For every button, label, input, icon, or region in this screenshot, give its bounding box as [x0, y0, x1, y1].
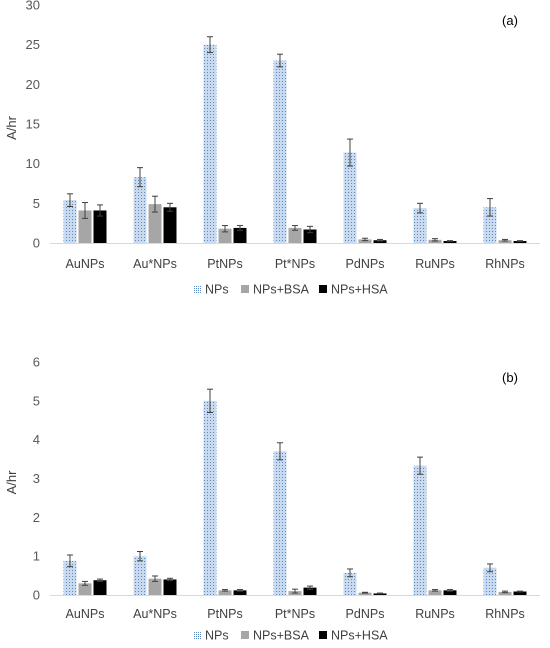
y-tick-label: 30 [26, 0, 40, 13]
legend-swatch [319, 631, 327, 639]
category-label: PdNPs [346, 257, 385, 271]
bar [218, 590, 232, 595]
legend-entry: NPs+BSA [253, 629, 310, 643]
category-label: Pt*NPs [275, 607, 315, 621]
category-label: RuNPs [415, 257, 455, 271]
bar [233, 227, 247, 243]
y-tick-label: 5 [33, 196, 40, 211]
bar [513, 241, 527, 243]
bar [93, 210, 107, 243]
bar [358, 592, 372, 595]
bar [483, 567, 497, 595]
bar [148, 578, 162, 595]
bar [498, 591, 512, 595]
bar [203, 44, 217, 243]
legend-swatch [193, 285, 201, 293]
panel-label: (b) [502, 370, 518, 385]
y-tick-label: 0 [33, 236, 40, 251]
category-label: AuNPs [66, 257, 105, 271]
panel-label: (a) [502, 13, 518, 28]
bar [163, 579, 177, 595]
legend-entry: NPs+BSA [253, 283, 310, 297]
panel-b: 0 1 2 3 4 5 6 A/hr (b) AuNPs Au*NPs PtNPs Pt*NPs PdNP… [4, 355, 540, 643]
bar [303, 587, 317, 595]
legend-entry: NPs [205, 629, 229, 643]
panel-a: 0 5 10 15 20 25 30 A/hr (a) AuNPs Au*NPs PtNPs Pt*NP… [4, 0, 540, 297]
legend-entry: NPs [205, 283, 229, 297]
y-axis-label: A/hr [4, 470, 19, 495]
y-tick-label: 1 [33, 549, 40, 564]
legend: NPs NPs+BSA NPs+HSA [193, 283, 388, 297]
y-tick-label: 25 [26, 37, 40, 52]
y-tick-label: 6 [33, 355, 40, 370]
bar [413, 208, 427, 243]
legend-swatch [319, 285, 327, 293]
bar [443, 590, 457, 595]
bar [343, 152, 357, 243]
bar [498, 240, 512, 243]
legend: NPs NPs+BSA NPs+HSA [193, 629, 388, 643]
legend-swatch [241, 285, 249, 293]
category-label: RhNPs [485, 607, 525, 621]
bar [78, 583, 92, 595]
category-label: Pt*NPs [275, 257, 315, 271]
y-tick-label: 15 [26, 117, 40, 132]
category-label: Au*NPs [133, 257, 177, 271]
y-tick-label: 10 [26, 156, 40, 171]
bar [148, 204, 162, 243]
legend-entry: NPs+HSA [331, 629, 388, 643]
bar [288, 227, 302, 243]
y-tick-label: 3 [33, 471, 40, 486]
bar [273, 60, 287, 244]
legend-entry: NPs+HSA [331, 283, 388, 297]
bar [218, 228, 232, 243]
category-label: RhNPs [485, 257, 525, 271]
bar [203, 400, 217, 595]
bar [133, 177, 147, 243]
bar [63, 560, 77, 595]
bar [343, 572, 357, 595]
bar [63, 200, 77, 243]
category-label: PtNPs [207, 257, 242, 271]
y-tick-label: 0 [33, 588, 40, 603]
y-tick-label: 2 [33, 510, 40, 525]
bar [303, 229, 317, 243]
bar [93, 580, 107, 595]
y-tick-label: 4 [33, 432, 40, 447]
bar [78, 210, 92, 243]
category-label: RuNPs [415, 607, 455, 621]
bar [273, 451, 287, 595]
category-label: Au*NPs [133, 607, 177, 621]
bar [413, 465, 427, 595]
category-label: AuNPs [66, 607, 105, 621]
bar [133, 556, 147, 595]
y-axis-label: A/hr [4, 115, 19, 140]
y-tick-label: 5 [33, 393, 40, 408]
bar [428, 590, 442, 595]
legend-swatch [241, 631, 249, 639]
bar [373, 240, 387, 243]
bar [513, 591, 527, 595]
bar [163, 207, 177, 243]
y-tick-label: 20 [26, 77, 40, 92]
bar [358, 239, 372, 243]
category-label: PdNPs [346, 607, 385, 621]
bar [233, 590, 247, 595]
legend-swatch [193, 631, 201, 639]
category-label: PtNPs [207, 607, 242, 621]
bar [483, 207, 497, 243]
bar [443, 241, 457, 243]
